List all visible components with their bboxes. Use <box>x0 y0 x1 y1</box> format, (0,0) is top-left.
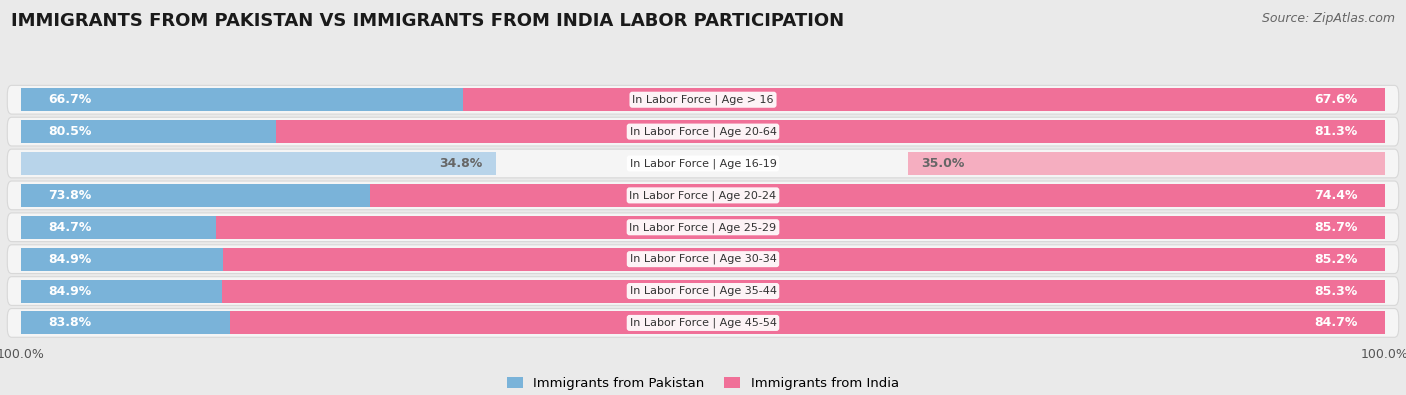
Bar <box>21 311 1164 335</box>
Text: 80.5%: 80.5% <box>48 125 91 138</box>
Bar <box>463 88 1385 111</box>
Text: In Labor Force | Age 16-19: In Labor Force | Age 16-19 <box>630 158 776 169</box>
Bar <box>21 120 1119 143</box>
Bar <box>21 88 931 111</box>
Bar <box>21 248 1180 271</box>
Text: 85.7%: 85.7% <box>1315 221 1358 234</box>
FancyBboxPatch shape <box>7 276 1399 305</box>
Text: In Labor Force | Age 30-34: In Labor Force | Age 30-34 <box>630 254 776 264</box>
Text: 81.3%: 81.3% <box>1315 125 1358 138</box>
FancyBboxPatch shape <box>7 149 1399 178</box>
Text: 66.7%: 66.7% <box>48 93 91 106</box>
Text: 85.3%: 85.3% <box>1315 284 1358 297</box>
Text: In Labor Force | Age 45-54: In Labor Force | Age 45-54 <box>630 318 776 328</box>
Bar <box>21 152 496 175</box>
Legend: Immigrants from Pakistan, Immigrants from India: Immigrants from Pakistan, Immigrants fro… <box>502 371 904 395</box>
Text: 84.9%: 84.9% <box>48 284 91 297</box>
Text: 74.4%: 74.4% <box>1315 189 1358 202</box>
Text: 73.8%: 73.8% <box>48 189 91 202</box>
Text: IMMIGRANTS FROM PAKISTAN VS IMMIGRANTS FROM INDIA LABOR PARTICIPATION: IMMIGRANTS FROM PAKISTAN VS IMMIGRANTS F… <box>11 12 845 30</box>
Text: In Labor Force | Age 25-29: In Labor Force | Age 25-29 <box>630 222 776 233</box>
FancyBboxPatch shape <box>7 117 1399 146</box>
Text: 83.8%: 83.8% <box>48 316 91 329</box>
FancyBboxPatch shape <box>7 245 1399 273</box>
Text: 84.7%: 84.7% <box>1315 316 1358 329</box>
Bar <box>224 248 1385 271</box>
Text: 35.0%: 35.0% <box>921 157 965 170</box>
Text: Source: ZipAtlas.com: Source: ZipAtlas.com <box>1261 12 1395 25</box>
FancyBboxPatch shape <box>7 308 1399 337</box>
FancyBboxPatch shape <box>7 213 1399 242</box>
Text: In Labor Force | Age 20-64: In Labor Force | Age 20-64 <box>630 126 776 137</box>
Bar <box>21 184 1028 207</box>
Text: In Labor Force | Age 35-44: In Labor Force | Age 35-44 <box>630 286 776 296</box>
Bar <box>21 280 1180 303</box>
Bar <box>276 120 1385 143</box>
Text: 34.8%: 34.8% <box>439 157 482 170</box>
Text: 84.7%: 84.7% <box>48 221 91 234</box>
Text: In Labor Force | Age > 16: In Labor Force | Age > 16 <box>633 94 773 105</box>
FancyBboxPatch shape <box>7 181 1399 210</box>
Text: 85.2%: 85.2% <box>1315 253 1358 266</box>
Bar <box>222 280 1385 303</box>
Bar <box>370 184 1385 207</box>
Bar <box>229 311 1385 335</box>
Text: In Labor Force | Age 20-24: In Labor Force | Age 20-24 <box>630 190 776 201</box>
FancyBboxPatch shape <box>7 85 1399 114</box>
Bar <box>217 216 1385 239</box>
Text: 67.6%: 67.6% <box>1315 93 1358 106</box>
Text: 84.9%: 84.9% <box>48 253 91 266</box>
Bar <box>908 152 1385 175</box>
Bar <box>21 216 1177 239</box>
